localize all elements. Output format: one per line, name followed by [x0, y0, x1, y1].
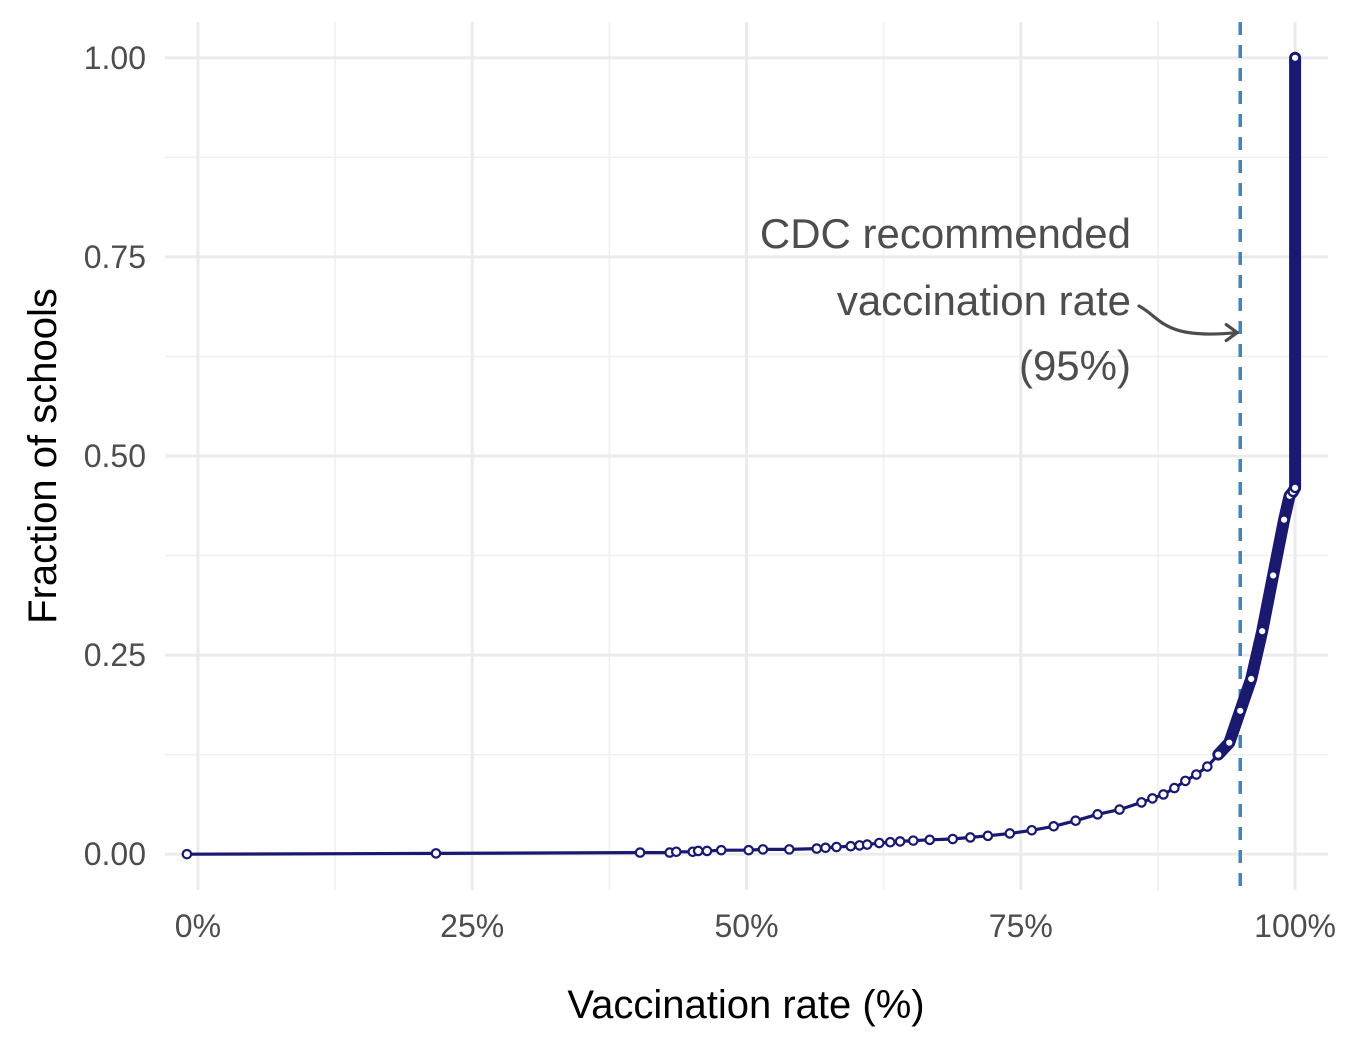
- data-point: [873, 837, 885, 849]
- x-axis-title: Vaccination rate (%): [567, 983, 924, 1027]
- data-point: [1048, 820, 1060, 832]
- data-point: [1289, 52, 1301, 64]
- data-point: [715, 844, 727, 856]
- data-point: [634, 847, 646, 858]
- grid: [165, 22, 1328, 890]
- x-tick-label: 100%: [1254, 908, 1336, 944]
- x-tick-label: 50%: [714, 908, 778, 944]
- data-point: [670, 846, 682, 858]
- data-point: [1180, 775, 1191, 787]
- data-point: [1234, 705, 1246, 717]
- annotation-layer: CDC recommended vaccination rate (95%): [760, 210, 1239, 389]
- annotation-text-line: CDC recommended: [760, 210, 1131, 257]
- tick-labels: 0% 25% 50% 75% 100% 0.00 0.25 0.50 0.75 1.00: [84, 40, 1336, 944]
- data-point: [924, 834, 936, 846]
- x-tick-label: 75%: [989, 908, 1053, 944]
- data-point: [1191, 769, 1202, 780]
- data-point: [811, 843, 823, 854]
- data-point: [982, 830, 994, 842]
- annotation-arrowhead: [1224, 322, 1239, 343]
- data-point: [861, 839, 873, 850]
- x-tick-label: 0%: [175, 908, 221, 944]
- y-tick-label: 0.25: [84, 637, 146, 673]
- data-point: [947, 833, 959, 845]
- data-point: [1114, 804, 1125, 815]
- data-point: [181, 848, 193, 860]
- data-point: [820, 842, 831, 854]
- data-point: [894, 836, 906, 847]
- cdf-dense-band: [1212, 51, 1302, 761]
- data-point: [1245, 673, 1257, 685]
- y-tick-label: 1.00: [84, 40, 146, 76]
- y-axis-title: Fraction of schools: [21, 288, 65, 624]
- y-tick-label: 0.75: [84, 239, 146, 275]
- data-point: [1092, 809, 1103, 820]
- data-point: [845, 840, 857, 852]
- data-point: [1158, 789, 1169, 800]
- data-point: [1169, 782, 1180, 794]
- data-point: [1147, 793, 1158, 804]
- data-point: [965, 832, 976, 843]
- annotation-text-line: (95%): [1019, 342, 1131, 389]
- data-point: [1223, 737, 1235, 748]
- y-tick-label: 0.00: [84, 836, 146, 872]
- data-point: [1202, 761, 1213, 772]
- data-point: [831, 841, 842, 853]
- data-point: [1289, 482, 1301, 494]
- data-point: [757, 844, 769, 855]
- data-point: [1267, 570, 1279, 581]
- annotation-text-line: vaccination rate: [837, 277, 1131, 324]
- data-point: [1256, 625, 1268, 637]
- data-point: [1212, 749, 1224, 760]
- data-point: [692, 845, 704, 857]
- annotation-arrow: [1137, 304, 1239, 336]
- data-point: [907, 835, 919, 846]
- y-tick-label: 0.50: [84, 438, 146, 474]
- data-point: [1004, 828, 1016, 839]
- data-point: [1278, 514, 1290, 526]
- data-point: [783, 844, 795, 855]
- data-point: [430, 848, 442, 859]
- data-point: [1070, 815, 1081, 827]
- data-point: [701, 845, 713, 857]
- data-point: [1136, 797, 1147, 808]
- data-point: [884, 836, 896, 848]
- data-point: [743, 844, 754, 856]
- x-tick-label: 25%: [440, 908, 504, 944]
- series-layer: [181, 51, 1302, 860]
- data-point: [1026, 824, 1038, 836]
